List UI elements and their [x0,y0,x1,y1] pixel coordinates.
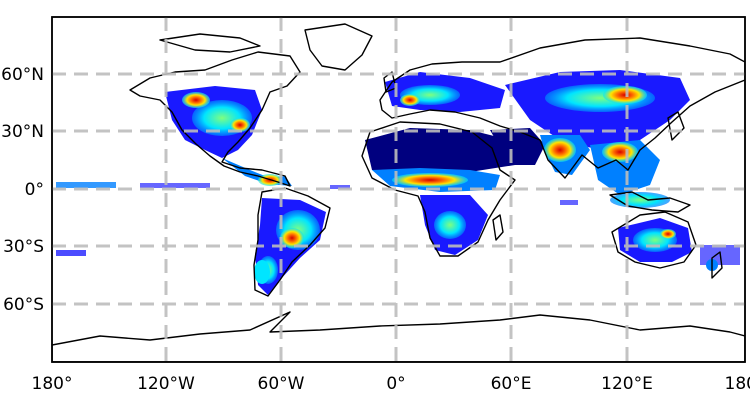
coast-antarctica [52,311,745,362]
coast-north-america [129,51,301,187]
coast-new-zealand [711,251,723,279]
plot-frame [51,16,746,363]
coast-eurasia [379,37,745,179]
y-tick-label-0: 0° [25,180,44,200]
x-tick-label-180e: 180° [725,374,750,394]
y-tick-label-60s: 60°S [3,295,44,315]
data-atlantic [330,185,350,189]
data-asia-hot [603,86,647,104]
data-pacific-band [56,182,116,188]
data-na-hot [182,92,210,108]
coast-indonesia [609,191,691,213]
data-australia-hot [660,229,676,239]
y-tick-label-60n: 60°N [1,65,44,85]
coast-australia [611,211,697,269]
x-tick-labels: 180° 120°W 60°W 0° 60°E 120°E 180° [32,374,750,394]
x-tick-label-180w: 180° [32,374,73,394]
x-tick-label-120e: 120°E [601,374,653,394]
x-tick-label-60e: 60°E [491,374,532,394]
coast-south-america [253,187,331,297]
data-na-hot2 [230,118,250,132]
data-sahara [365,128,515,172]
gridlines [52,17,745,362]
y-tick-label-30n: 30°N [1,122,44,142]
data-patagonia [254,260,270,284]
data-sa-africa-core [434,211,466,239]
data-sa-hot [280,228,304,248]
data-sahel-hot [392,173,468,187]
data-indian-ocean [560,200,578,205]
x-tick-label-0: 0° [386,374,405,394]
data-pacific-band2 [140,183,210,188]
coast-arctic-islands [159,33,261,53]
coast-greenland [304,23,373,71]
data-india-hot [544,138,576,162]
plot-frame-border [51,16,746,363]
y-tick-label-30s: 30°S [3,237,44,257]
y-tick-labels: 60°N 30°N 0° 30°S 60°S [1,65,44,315]
coast-madagascar [492,214,504,241]
x-tick-label-60w: 60°W [258,374,305,394]
data-europe-hot [400,94,420,106]
x-tick-label-120w: 120°W [137,374,195,394]
data-pacific-south [56,250,86,256]
coast-japan [667,111,685,141]
data-china-hot [602,142,638,162]
data-layer [56,70,740,295]
